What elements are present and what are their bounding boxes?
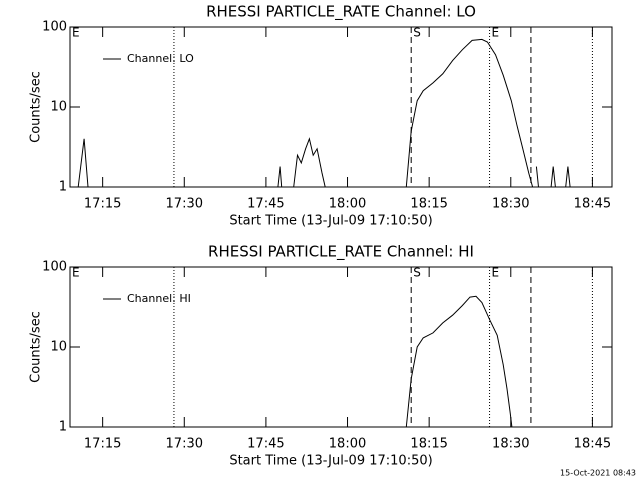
legend-label: Channel: LO (127, 52, 194, 65)
data-line (405, 295, 513, 428)
y-tick-label: 1 (59, 180, 67, 195)
flag-label: S (413, 266, 421, 280)
data-line (77, 38, 571, 188)
chart-title: RHESSI PARTICLE_RATE Channel: LO (206, 3, 476, 22)
x-tick-label: 18:15 (410, 197, 447, 212)
x-axis-label: Start Time (13-Jul-09 17:10:50) (229, 454, 432, 469)
y-tick-label: 1 (59, 420, 67, 435)
x-tick-label: 17:45 (247, 437, 284, 452)
x-axis-label: Start Time (13-Jul-09 17:10:50) (229, 214, 432, 229)
chart-title: RHESSI PARTICLE_RATE Channel: HI (208, 243, 474, 262)
footer: 15-Oct-2021 08:43 (560, 469, 636, 478)
flag-label: E (492, 266, 500, 280)
x-tick-label: 18:00 (329, 197, 366, 212)
x-tick-label: 18:45 (574, 437, 611, 452)
y-tick-label: 100 (42, 260, 67, 275)
y-tick-label: 10 (50, 100, 67, 115)
x-tick-label: 18:15 (410, 437, 447, 452)
flag-label: E (72, 26, 80, 40)
x-tick-label: 18:45 (574, 197, 611, 212)
x-tick-label: 17:15 (84, 197, 121, 212)
y-axis-label: Counts/sec (29, 71, 44, 143)
y-tick-label: 100 (42, 20, 67, 35)
x-tick-label: 18:00 (329, 437, 366, 452)
x-tick-label: 17:30 (166, 437, 203, 452)
x-tick-label: 18:30 (492, 437, 529, 452)
y-tick-label: 10 (50, 340, 67, 355)
flag-label: E (72, 266, 80, 280)
x-tick-label: 17:15 (84, 437, 121, 452)
flag-label: E (492, 26, 500, 40)
x-tick-label: 17:45 (247, 197, 284, 212)
y-axis-label: Counts/sec (29, 311, 44, 383)
x-tick-label: 17:30 (166, 197, 203, 212)
x-tick-label: 18:30 (492, 197, 529, 212)
flag-label: S (413, 26, 421, 40)
legend-label: Channel: HI (127, 292, 191, 305)
